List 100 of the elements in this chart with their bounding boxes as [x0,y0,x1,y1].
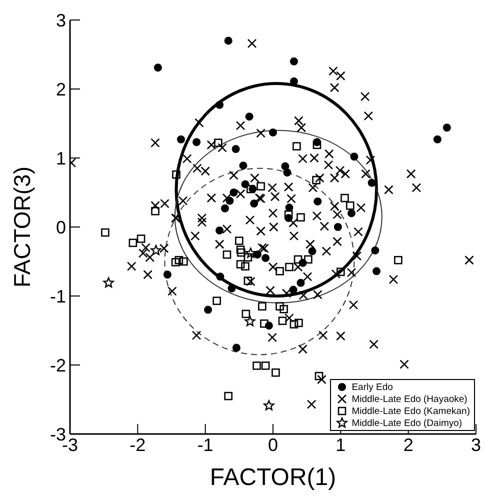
point [239,162,248,170]
point [371,246,380,254]
point [290,320,298,328]
point [224,36,232,45]
point [284,210,293,219]
point [232,145,240,154]
point [285,262,294,272]
point [212,296,221,305]
point [174,256,184,264]
point [283,168,292,176]
point [101,228,110,237]
point [244,276,252,285]
point [340,194,349,202]
point [314,197,322,206]
point [304,255,312,264]
point [433,135,442,144]
point [308,247,316,256]
point [261,362,270,370]
point [278,316,287,325]
point [272,368,280,377]
point [290,77,298,86]
x-axis-title: FACTOR(1) [210,464,336,491]
point [294,255,302,264]
point [264,400,274,410]
point [222,250,232,259]
point [216,272,224,281]
point [176,135,185,144]
point [294,318,303,328]
y-tick-label: 3 [56,10,66,30]
point [262,254,270,262]
point [442,124,451,132]
point [346,201,354,210]
point [230,188,238,196]
point [245,248,256,258]
x-tick-label: -1 [197,434,214,455]
point [150,244,162,256]
point [280,304,288,314]
point [242,310,250,318]
y-tick-label: 1 [56,148,66,168]
x-tick-label: -2 [130,434,146,455]
point [292,142,301,150]
point [289,286,298,294]
point [276,267,284,276]
point [241,262,250,270]
point [394,256,402,264]
x-tick-label: 0 [268,434,278,455]
legend-label: Early Edo [352,382,393,392]
point [237,248,246,257]
point [236,260,245,268]
y-tick-label: -2 [50,355,66,376]
point [252,362,261,370]
point [314,372,324,380]
point [172,170,180,179]
point [216,100,224,109]
point [244,316,256,326]
point [228,284,236,292]
x-tick-label: 2 [403,434,414,455]
point [290,57,298,66]
point [276,302,284,310]
point [236,246,245,254]
legend-label: Middle-Late Edo (Hayaoke) [352,394,468,404]
point [244,253,252,262]
point [258,302,266,310]
point [260,319,268,328]
point [232,344,240,352]
point [269,128,277,136]
point [245,112,254,121]
point [296,213,305,222]
point [220,204,229,212]
point [334,223,342,231]
point [312,176,320,184]
point [296,278,305,287]
x-tick-label: 3 [470,434,482,455]
point [250,200,258,208]
point [350,152,358,161]
point [214,138,222,147]
point [192,138,201,146]
legend-label: Middle-Late Edo (Kamekan) [352,406,470,416]
point [224,392,232,400]
y-tick-label: 0 [56,217,66,238]
point [372,267,381,276]
point [163,270,172,279]
point [136,234,146,243]
point [128,238,138,248]
y-tick-label: 2 [56,79,66,100]
point [103,277,114,288]
point [204,306,212,314]
point [154,64,162,72]
y-axis-title: FACTOR(3) [9,166,35,288]
legend-label: Middle-Late Edo (Daimyo) [352,418,462,428]
point [180,257,188,266]
point [235,236,244,245]
point [256,182,265,190]
point [171,258,180,266]
x-tick-label: 1 [336,434,346,455]
point [216,226,224,234]
point [151,206,160,216]
y-tick-label: -1 [50,286,66,306]
point [312,140,322,150]
point [368,178,376,187]
